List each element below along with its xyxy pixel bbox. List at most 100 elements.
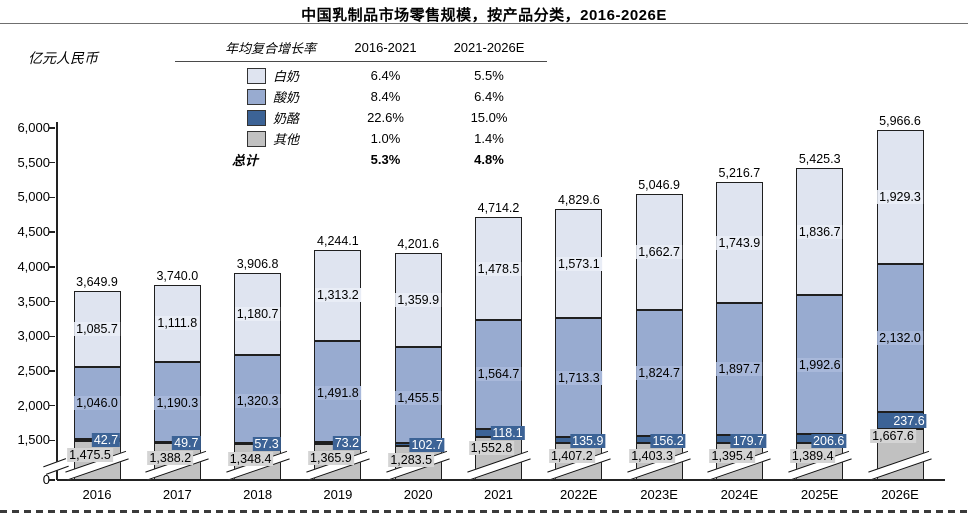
segment-value-label-white-milk: 1,180.7 [234, 307, 281, 322]
legend-swatch-other [247, 130, 266, 147]
x-axis-line [57, 479, 945, 481]
segment-value-label-other: 1,475.5 [67, 448, 113, 463]
segment-value-label-white-milk: 1,111.8 [155, 316, 200, 331]
segment-value-label-white-milk: 1,836.7 [796, 224, 843, 239]
segment-value-label-other: 1,388.2 [147, 450, 194, 465]
segment-value-label-cheese: 237.6 [891, 413, 927, 428]
segment-value-label-yogurt: 1,320.3 [234, 394, 281, 409]
bar-total-label: 5,216.7 [718, 166, 761, 181]
y-axis-line [56, 122, 58, 480]
segment-value-label-yogurt: 1,455.5 [395, 390, 442, 405]
legend-label-other: 其他 [273, 132, 300, 147]
segment-value-label-other: 1,365.9 [308, 450, 354, 465]
bar-total-label: 4,829.6 [557, 193, 600, 208]
cagr-yogurt-2016-2021: 8.4% [370, 89, 401, 104]
segment-value-label-white-milk: 1,313.2 [315, 288, 361, 303]
segment-value-label-white-milk: 1,573.1 [555, 256, 602, 271]
x-axis-label: 2016 [82, 487, 112, 502]
legend-label-yogurt: 酸奶 [273, 90, 300, 105]
y-tick-mark [49, 439, 55, 442]
y-tick-mark [49, 196, 55, 199]
bar-total-label: 3,649.9 [76, 275, 118, 290]
segment-value-label-cheese: 42.7 [91, 433, 121, 448]
cagr-header-divider [175, 61, 547, 62]
bar-total-label: 5,046.9 [638, 178, 680, 193]
segment-value-label-other: 1,403.3 [629, 448, 675, 463]
legend-swatch-cheese [247, 109, 266, 126]
chart-title: 中国乳制品市场零售规模，按产品分类，2016-2026E [301, 7, 667, 24]
segment-value-label-yogurt: 1,564.7 [475, 367, 522, 382]
y-tick-label: 0 [42, 472, 50, 487]
y-tick-mark [49, 127, 55, 129]
cagr-other-2021-2026: 1.4% [474, 131, 504, 146]
y-tick-mark [49, 479, 55, 481]
x-axis-label: 2020 [403, 487, 433, 502]
x-axis-label: 2023E [640, 487, 678, 502]
segment-value-label-white-milk: 1,929.3 [877, 190, 923, 205]
segment-value-label-white-milk: 1,662.7 [636, 244, 682, 259]
cagr-row-cheese: 奶酪 22.6% 15.0% [175, 107, 547, 128]
segment-value-label-cheese: 102.7 [409, 437, 445, 452]
x-axis-label: 2025E [800, 487, 839, 502]
bar-total-label: 4,244.1 [317, 233, 359, 248]
segment-value-label-white-milk: 1,743.9 [716, 235, 763, 250]
y-tick-label: 6,000 [17, 120, 50, 135]
x-axis-label: 2022E [560, 487, 598, 502]
segment-value-label-white-milk: 1,359.9 [395, 293, 442, 308]
y-tick-mark [49, 231, 55, 233]
bar-total-label: 5,966.6 [879, 114, 921, 129]
segment-value-label-white-milk: 1,478.5 [475, 261, 522, 276]
bottom-dashed-divider [0, 510, 968, 513]
bar-total-label: 4,714.2 [477, 201, 520, 216]
cagr-row-white-milk: 白奶 6.4% 5.5% [175, 65, 547, 86]
segment-value-label-white-milk: 1,085.7 [74, 321, 120, 336]
cagr-row-other: 其他 1.0% 1.4% [175, 128, 547, 149]
segment-value-label-yogurt: 1,190.3 [154, 396, 201, 411]
segment-value-label-cheese: 73.2 [332, 435, 362, 450]
legend-label-white-milk: 白奶 [273, 69, 300, 84]
x-axis-label: 2019 [323, 487, 353, 502]
cagr-header-period1: 2016-2021 [354, 40, 417, 55]
y-tick-mark [49, 266, 55, 268]
segment-value-label-other: 1,552.8 [468, 440, 515, 455]
segment-value-label-cheese: 156.2 [650, 433, 686, 448]
cagr-total-2021-2026: 4.8% [474, 152, 504, 167]
segment-value-label-yogurt: 1,713.3 [555, 370, 602, 385]
segment-value-label-yogurt: 1,897.7 [716, 362, 763, 377]
y-tick-label: 1,500 [17, 432, 50, 448]
segment-value-label-yogurt: 1,491.8 [315, 385, 361, 400]
bar-total-label: 3,740.0 [156, 268, 199, 283]
cagr-header-metric: 年均复合增长率 [224, 41, 316, 56]
y-tick-mark [49, 335, 55, 338]
bar-total-label: 5,425.3 [798, 151, 841, 166]
y-tick-mark [49, 300, 55, 303]
legend-label-total: 总计 [232, 153, 259, 168]
legend-swatch-yogurt [247, 88, 266, 105]
segment-value-label-other: 1,348.4 [227, 451, 274, 466]
cagr-white-milk-2021-2026: 5.5% [474, 68, 504, 83]
segment-value-label-other: 1,667.6 [870, 428, 916, 443]
bar-total-label: 4,201.6 [397, 236, 440, 251]
y-tick-label: 5,500 [17, 154, 50, 170]
y-tick-mark [49, 404, 55, 407]
cagr-row-yogurt: 酸奶 8.4% 6.4% [175, 86, 547, 107]
cagr-header-period2: 2021-2026E [453, 40, 525, 55]
cagr-table-header: 年均复合增长率 2016-2021 2021-2026E [175, 36, 547, 59]
y-tick-label: 3,500 [17, 293, 50, 309]
segment-value-label-yogurt: 1,824.7 [636, 365, 682, 380]
y-tick-mark [49, 161, 55, 164]
cagr-yogurt-2021-2026: 6.4% [474, 89, 504, 104]
y-tick-label: 4,000 [17, 258, 50, 274]
segment-value-label-cheese: 206.6 [811, 433, 847, 448]
legend-swatch-white-milk [247, 67, 266, 84]
segment-value-label-other: 1,407.2 [548, 449, 595, 464]
title-divider [0, 23, 968, 24]
x-axis-label: 2021 [484, 487, 513, 502]
segment-value-label-other: 1,395.4 [709, 448, 756, 463]
segment-value-label-other: 1,389.4 [789, 448, 836, 463]
x-axis-label: 2024E [720, 487, 759, 502]
y-tick-label: 2,500 [17, 362, 50, 378]
y-tick-label: 5,000 [17, 189, 50, 205]
cagr-other-2016-2021: 1.0% [370, 131, 401, 146]
